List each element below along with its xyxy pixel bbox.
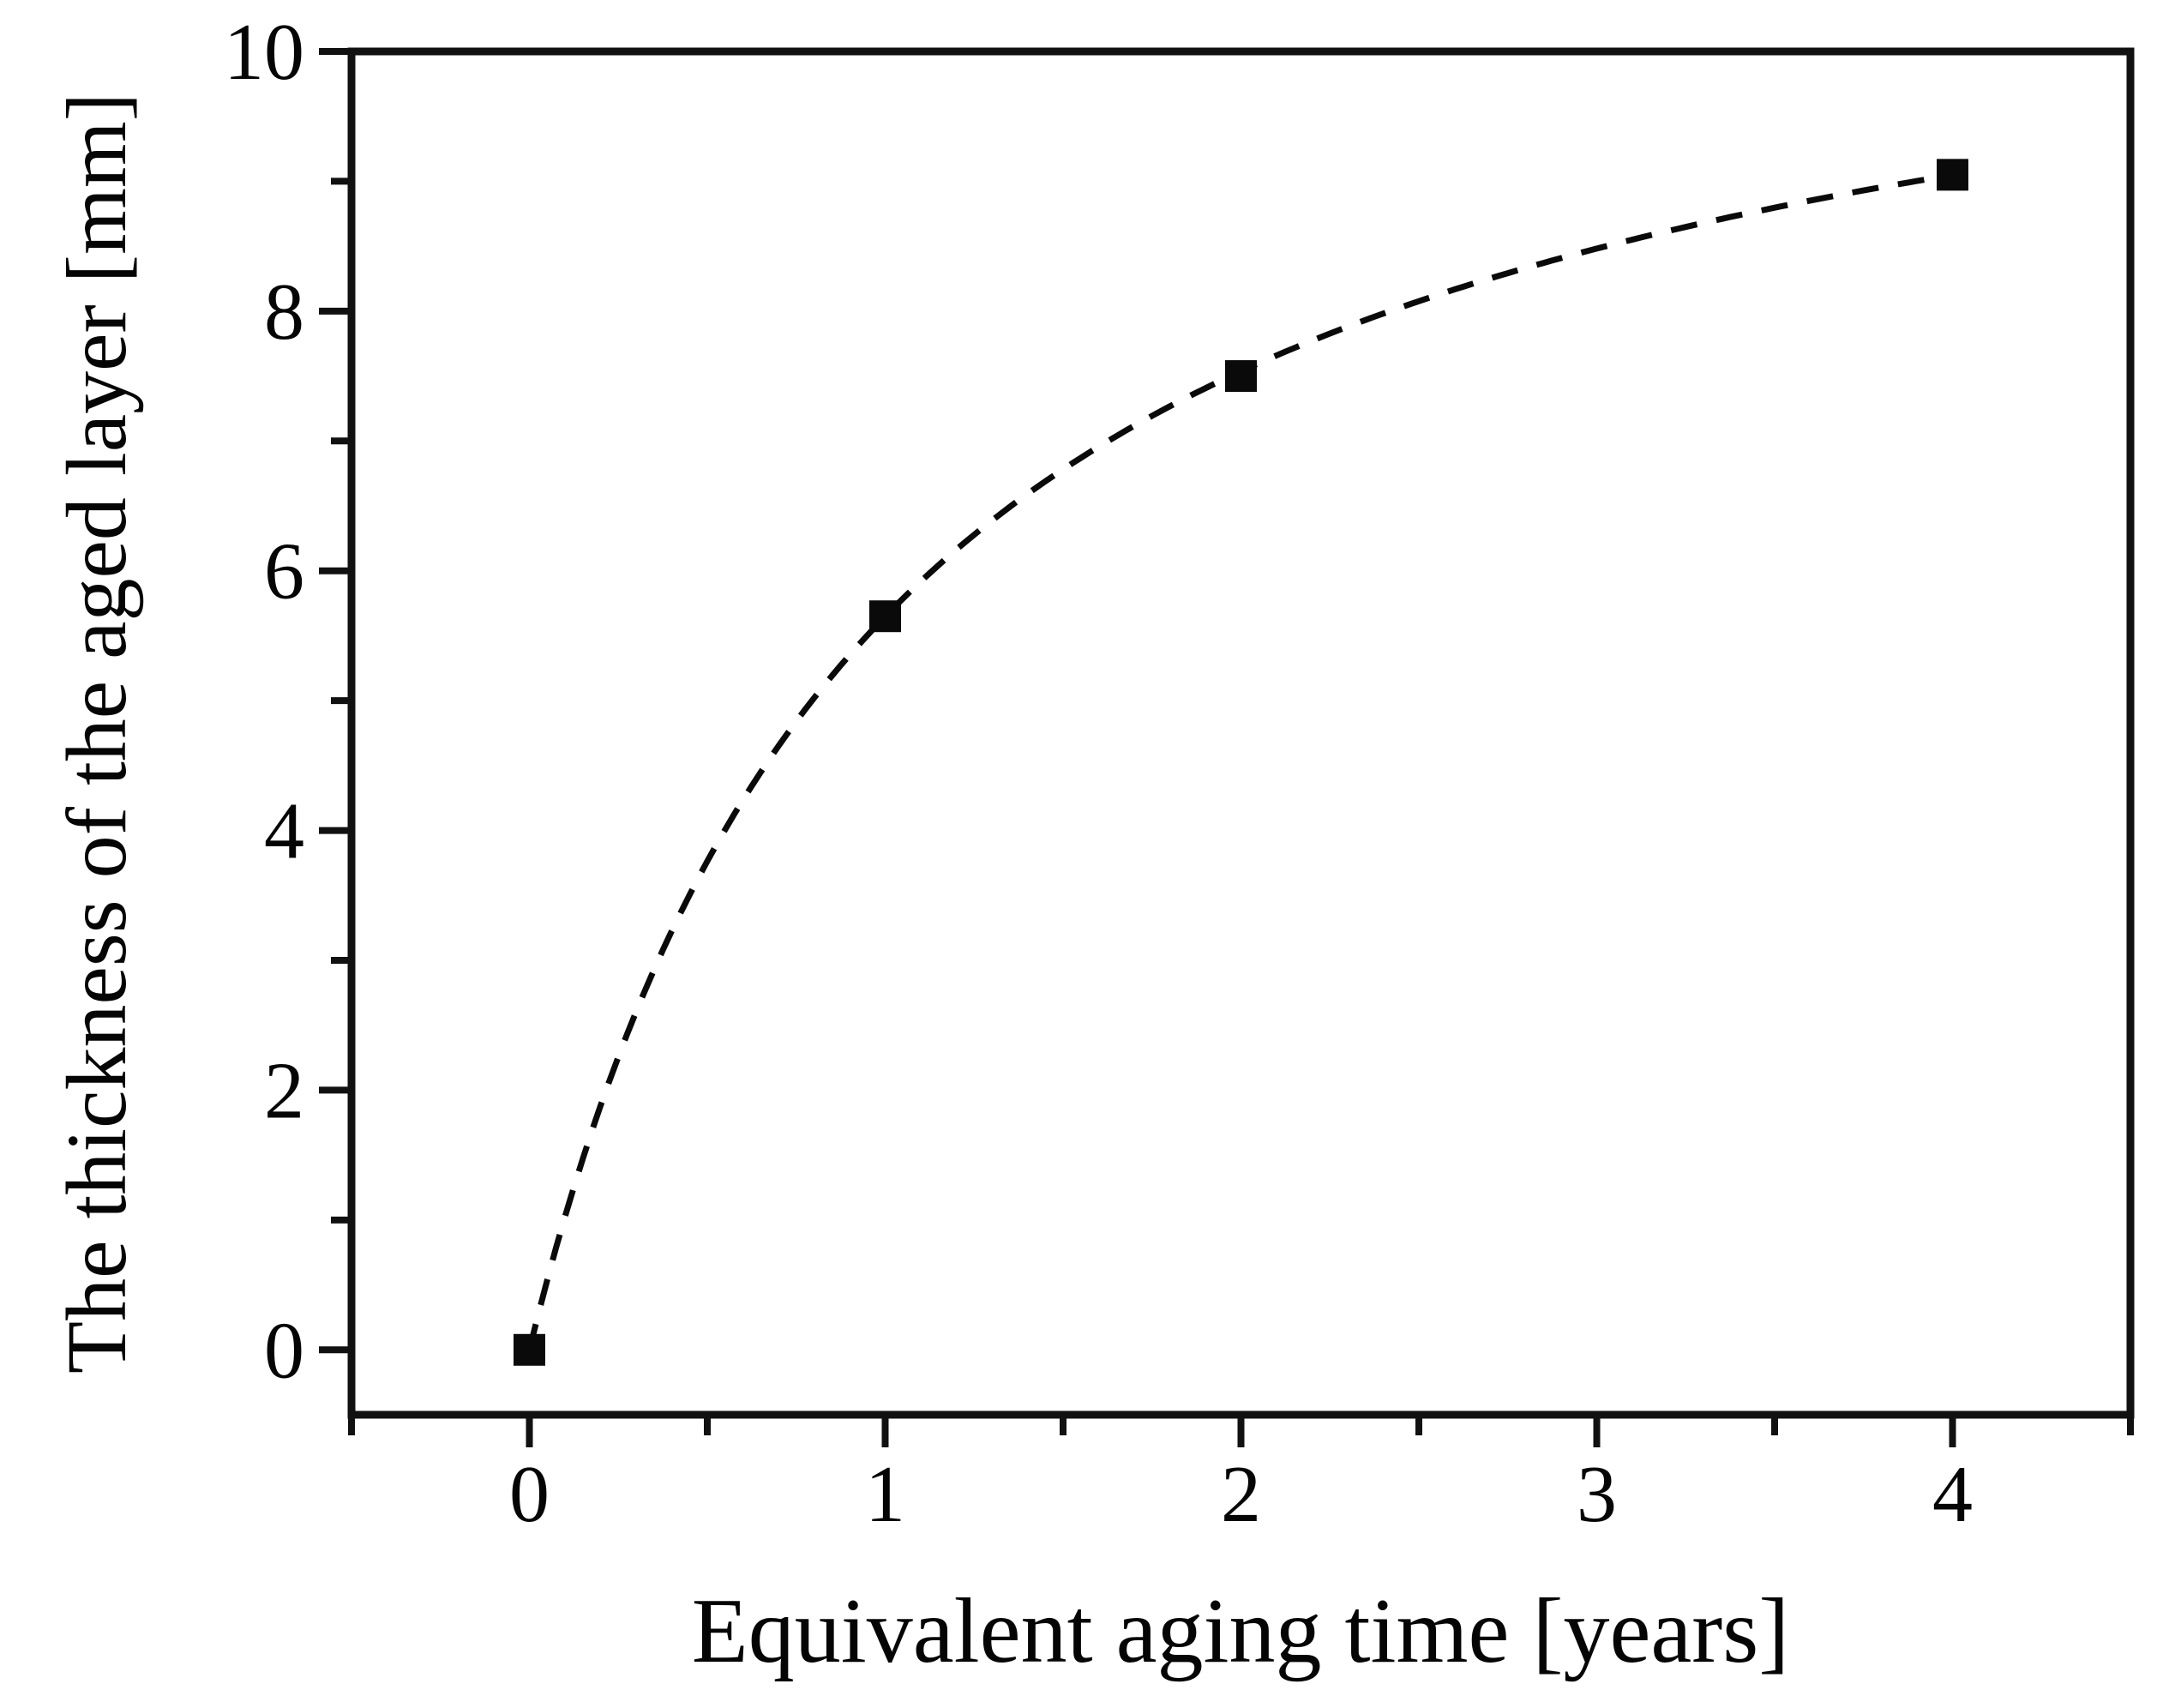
y-tick-label: 6 bbox=[264, 527, 304, 616]
tick-labels-layer: 0 1 2 3 4 0 2 4 6 8 10 bbox=[224, 8, 1973, 1539]
x-axis-title: Equivalent aging time [years] bbox=[692, 1580, 1790, 1682]
trend-curve-dashed bbox=[526, 171, 1954, 1351]
plot-frame bbox=[347, 47, 2135, 1419]
y-axis-title: The thickness of the aged layer [mm] bbox=[49, 93, 144, 1374]
y-tick-label: 0 bbox=[264, 1306, 304, 1395]
data-point-marker bbox=[514, 1333, 545, 1366]
data-points-layer bbox=[514, 159, 1968, 1366]
y-tick-label: 8 bbox=[264, 268, 304, 357]
trend-curve-layer bbox=[526, 171, 1954, 1351]
x-tick-label: 1 bbox=[865, 1450, 905, 1539]
y-tick-label: 10 bbox=[224, 8, 304, 97]
y-tick-label: 2 bbox=[264, 1046, 304, 1135]
axes-layer bbox=[319, 47, 2135, 1447]
x-tick-label: 4 bbox=[1932, 1450, 1973, 1539]
data-point-marker bbox=[869, 600, 901, 633]
x-tick-label: 0 bbox=[509, 1450, 550, 1539]
data-point-marker bbox=[1937, 159, 1968, 191]
x-tick-label: 2 bbox=[1221, 1450, 1261, 1539]
data-point-marker bbox=[1225, 360, 1257, 393]
y-tick-label: 4 bbox=[264, 787, 304, 876]
x-tick-label: 3 bbox=[1577, 1450, 1617, 1539]
